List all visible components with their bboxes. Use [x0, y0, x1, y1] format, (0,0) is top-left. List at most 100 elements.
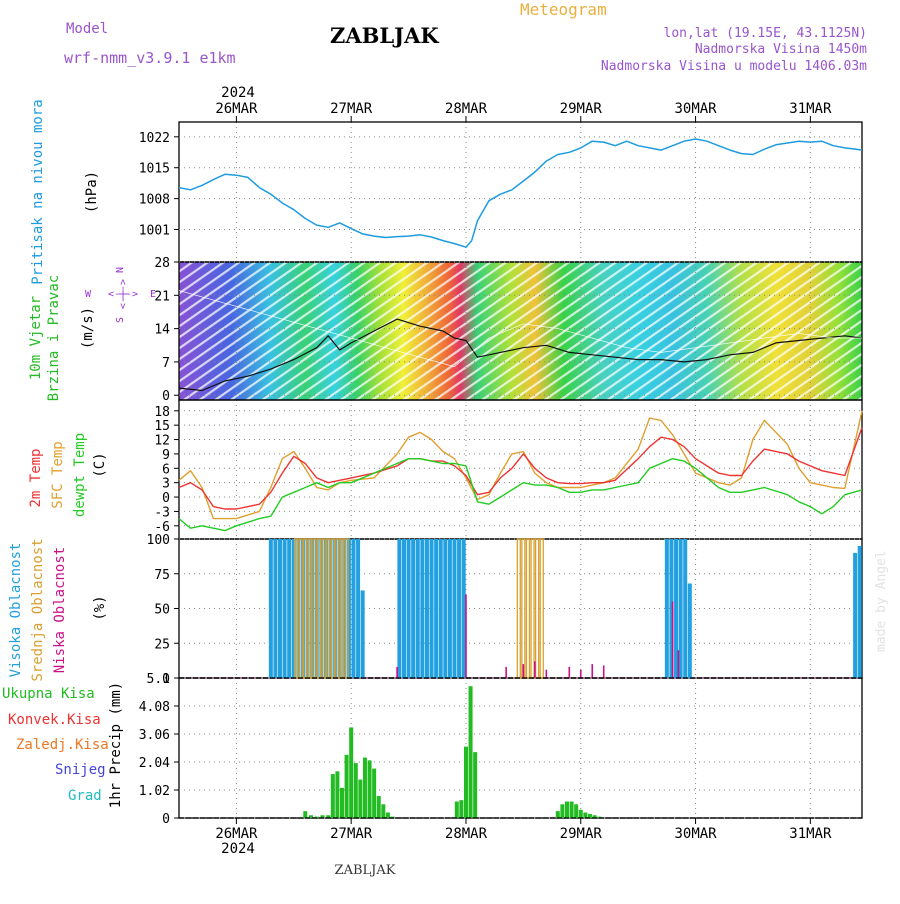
precip-legend-0: Ukupna Kisa [2, 686, 95, 702]
x-tick-label-top: 30MAR [674, 101, 717, 117]
high-cloud-bar [268, 539, 273, 678]
high-cloud-label: Visoka Oblacnost [8, 543, 24, 678]
precip-bar [367, 760, 372, 818]
x-tick-label-bottom: 30MAR [674, 826, 717, 842]
precip-bar [555, 811, 560, 818]
high-cloud-bar [328, 539, 333, 678]
compass-w: W [85, 289, 92, 300]
y-tick-label: 75 [154, 568, 170, 583]
mid-cloud-bar [539, 538, 544, 679]
mid-cloud-bar [298, 538, 303, 679]
mid-cloud-bar [321, 538, 326, 679]
credit-watermark: made by Angel [874, 550, 889, 652]
y-tick-label: 0 [162, 672, 170, 687]
high-cloud-bar [397, 539, 402, 678]
high-cloud-bar [664, 539, 669, 678]
precip-bar [335, 771, 340, 818]
precip-legend-1: Konvek.Kisa [8, 712, 101, 728]
high-cloud-bar [447, 539, 452, 678]
high-cloud-bar [291, 539, 296, 678]
precip-bar [349, 727, 354, 818]
wind-barb-texture [179, 262, 862, 400]
x-tick-label-bottom: 26MAR [215, 826, 258, 842]
y-tick-label: 3.06 [139, 728, 170, 743]
high-cloud-bar [857, 545, 862, 678]
high-cloud-bar [853, 552, 858, 678]
high-cloud-bar [424, 539, 429, 678]
panel-frame-precip [178, 677, 863, 819]
high-cloud-bar [287, 539, 292, 678]
mid-cloud-label: Srednja Oblacnost [30, 538, 46, 681]
high-cloud-bar [678, 539, 683, 678]
x-tick-label-top: 29MAR [560, 101, 603, 117]
precip-bar [473, 752, 478, 818]
cloud-unit: (%) [92, 595, 108, 620]
mid-cloud-bar [525, 538, 531, 679]
year-bottom: 2024 [221, 841, 255, 857]
y-tick-label: 14 [154, 323, 170, 338]
year-top: 2024 [221, 85, 255, 101]
low-cloud-label: Niska Oblacnost [52, 547, 68, 673]
mid-cloud-bar [326, 538, 331, 679]
y-tick-label: 1.02 [139, 784, 170, 799]
precip-bar [454, 801, 459, 818]
x-tick-label-bottom: 29MAR [560, 826, 603, 842]
precip-bar [569, 801, 574, 818]
low-cloud-bar [602, 665, 605, 678]
precip-bar [353, 763, 358, 818]
low-cloud-bar [568, 666, 571, 678]
compass-e: E [150, 289, 156, 300]
x-tick-label-top: 27MAR [330, 101, 373, 117]
low-cloud-bar [522, 664, 525, 678]
high-cloud-bar [461, 539, 466, 678]
wind-label-2: Brzina i Pravac [46, 275, 62, 401]
high-cloud-bar [438, 539, 443, 678]
y-tick-label: 12 [154, 434, 170, 449]
high-cloud-bar [351, 539, 356, 678]
high-cloud-bar [333, 539, 338, 678]
high-cloud-bar [411, 539, 416, 678]
pressure-unit: (hPa) [84, 171, 100, 213]
precip-bar [385, 812, 390, 818]
high-cloud-bar [457, 539, 462, 678]
panel-frame-temperature [178, 399, 863, 540]
footer-station: ZABLJAK [335, 863, 396, 878]
compass-arrows-v: <-|-> [118, 279, 129, 309]
low-cloud-bar [677, 650, 680, 678]
precip-bar [376, 796, 381, 818]
chart-layer: 100110081015102207142128-6-3036912151802… [2, 99, 863, 842]
mid-cloud-bar [293, 538, 299, 679]
y-tick-label: 7 [162, 356, 170, 371]
pressure-label: Pritisak na nivou mora [30, 99, 46, 284]
low-cloud-bar [396, 666, 398, 678]
precip-bar [564, 801, 569, 818]
precip-bar [390, 816, 395, 818]
x-tick-label-bottom: 27MAR [330, 826, 373, 842]
temp2m-label: 2m Temp [28, 448, 44, 507]
dewpt-label: dewpt Temp [72, 433, 88, 517]
y-tick-label: 3 [162, 477, 170, 492]
y-tick-label: 50 [154, 603, 170, 618]
mid-cloud-bar [330, 538, 335, 679]
y-tick-label: 1008 [139, 193, 170, 208]
high-cloud-bar [300, 539, 305, 678]
precip-bar [592, 815, 597, 818]
y-tick-label: 0 [162, 491, 170, 506]
precip-bar [468, 686, 473, 818]
wind-label: 10m Vjetar [28, 296, 44, 380]
wind-unit: (m/s) [80, 307, 96, 349]
mid-cloud-bar [339, 538, 345, 679]
high-cloud-bar [296, 539, 301, 678]
wind-gust-trace [178, 290, 862, 367]
mid-cloud-bar [344, 538, 349, 679]
low-cloud-bar [671, 601, 674, 678]
pressure-line [178, 138, 863, 248]
y-tick-label: 18 [154, 405, 170, 420]
precip-bar [358, 779, 363, 818]
precip-legend-4: Grad [68, 788, 102, 804]
mid-cloud-bar [335, 538, 340, 679]
static-layer: Model wrf-nmm_v3.9.1 e1km ZABLJAK Meteog… [64, 0, 889, 878]
low-cloud-bar [591, 664, 594, 678]
precip-legend-3: Snijeg [55, 762, 106, 778]
